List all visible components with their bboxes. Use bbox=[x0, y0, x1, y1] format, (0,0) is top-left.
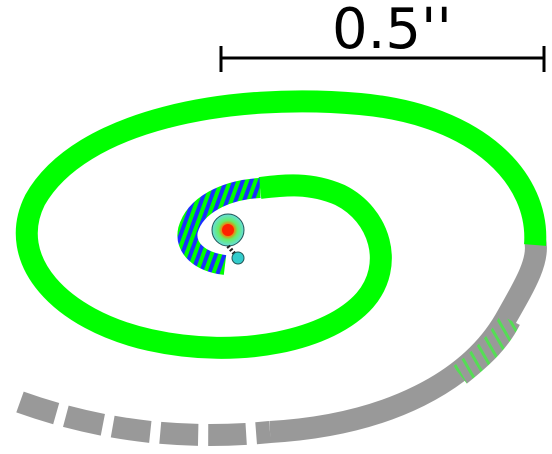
scale-bar: 0.5'' bbox=[219, 0, 546, 72]
spiral-inner-coil bbox=[177, 178, 261, 275]
scale-bar-label: 0.5'' bbox=[332, 0, 452, 62]
spiral-outer-tail bbox=[16, 391, 272, 447]
center-marker bbox=[211, 213, 245, 265]
spiral-outer-loop bbox=[15, 90, 547, 359]
spiral-gray-transition bbox=[453, 314, 520, 384]
